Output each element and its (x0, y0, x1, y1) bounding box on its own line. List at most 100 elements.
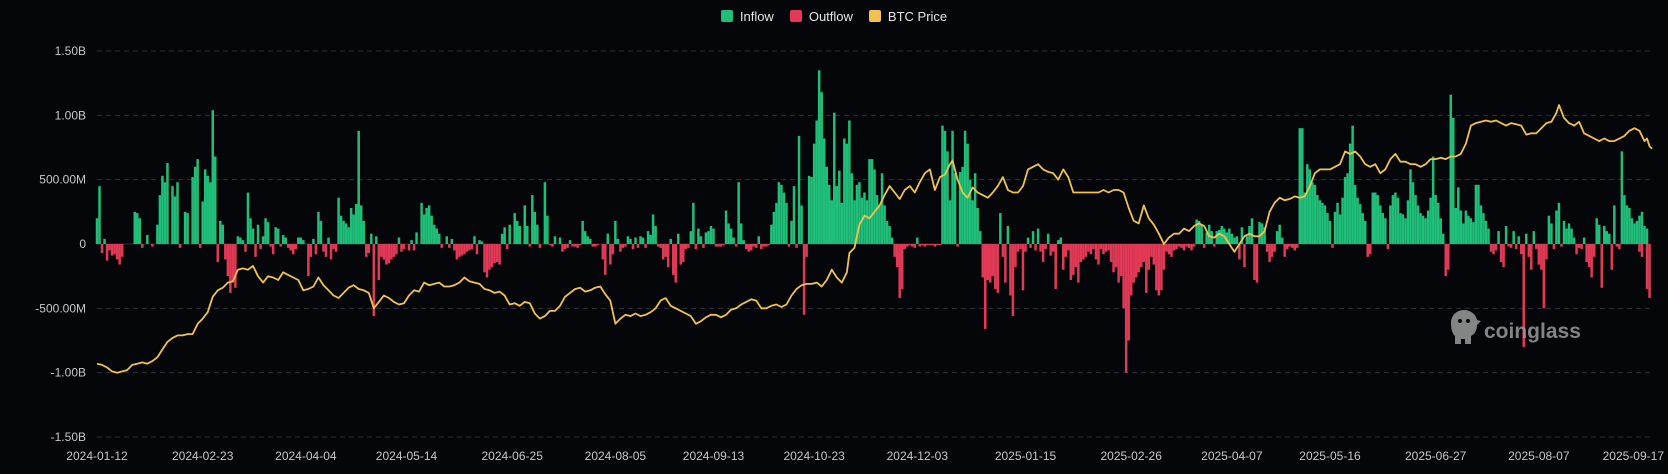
inflow-bar (709, 225, 713, 244)
inflow-bar (344, 223, 348, 244)
outflow-bar (377, 244, 381, 281)
outflow-bar (387, 244, 391, 264)
inflow-bar (1436, 202, 1440, 244)
legend-label-outflow: Outflow (808, 8, 853, 24)
outflow-bar (322, 244, 325, 252)
inflow-bar (639, 236, 642, 244)
inflow-bar (1603, 225, 1606, 244)
inflow-bar (1358, 204, 1362, 244)
inflow-bar (1572, 237, 1576, 244)
outflow-bar (551, 244, 554, 247)
inflow-bar (782, 192, 786, 244)
inflow-bar (354, 204, 358, 244)
inflow-bar (1346, 173, 1349, 244)
inflow-bar (1633, 223, 1636, 244)
outflow-bar (113, 244, 116, 255)
outflow-bar (458, 244, 461, 257)
legend-label-btc-price: BTC Price (887, 8, 948, 24)
outflow-bar (795, 244, 798, 248)
outflow-bar (913, 244, 917, 248)
outflow-bar (224, 244, 227, 260)
inflow-bar (558, 237, 562, 244)
outflow-bar (1134, 244, 1138, 278)
inflow-bar (1374, 192, 1377, 244)
outflow-bar (938, 244, 942, 246)
inflow-bar (827, 184, 831, 244)
outflow-bar (1514, 244, 1518, 250)
inflow-bar (1409, 169, 1412, 244)
outflow-bar (593, 244, 597, 247)
inflow-bar (410, 240, 413, 244)
outflow-bar (682, 244, 685, 263)
outflow-bar (1366, 244, 1369, 257)
inflow-bar (370, 233, 373, 244)
inflow-bar (1348, 143, 1352, 244)
inflow-bar (1391, 195, 1395, 244)
inflow-bar (732, 237, 735, 244)
inflow-bar (1487, 228, 1490, 244)
outflow-bar (1507, 244, 1510, 247)
outflow-bar (1077, 244, 1080, 283)
inflow-bar (1517, 236, 1520, 244)
outflow-bar (679, 244, 683, 265)
legend-item-outflow[interactable]: Outflow (789, 8, 853, 24)
outflow-swatch-icon (789, 10, 802, 22)
outflow-bar (448, 244, 451, 248)
inflow-bar (299, 237, 303, 244)
inflow-bar (337, 197, 340, 244)
outflow-bar (1145, 244, 1148, 293)
x-tick-label: 2025-08-07 (1508, 449, 1570, 463)
inflow-bar (822, 138, 826, 244)
outflow-bar (1014, 244, 1017, 268)
outflow-bar (1129, 244, 1133, 296)
inflow-bar (968, 179, 972, 244)
inflow-bar (1555, 210, 1558, 244)
outflow-bar (498, 244, 501, 265)
outflow-bar (624, 244, 627, 247)
outflow-bar (392, 244, 396, 257)
inflow-bar (850, 173, 854, 244)
outflow-bar (1147, 244, 1151, 270)
inflow-bar (1597, 224, 1601, 244)
outflow-bar (684, 244, 688, 250)
outflow-bar (911, 244, 914, 247)
outflow-bar (1522, 244, 1525, 347)
inflow-bar (1381, 213, 1385, 244)
outflow-bar (767, 244, 771, 246)
inflow-bar (1384, 218, 1387, 244)
inflow-bar (838, 170, 841, 244)
inflow-bar (963, 130, 967, 244)
inflow-bar (1343, 177, 1347, 244)
inflow-bar (1454, 207, 1458, 244)
outflow-bar (1132, 244, 1135, 283)
inflow-bar (845, 143, 849, 244)
outflow-bar (495, 244, 499, 263)
legend-item-btc-price[interactable]: BTC Price (868, 8, 948, 24)
outflow-bar (1140, 244, 1143, 268)
outflow-bar (1082, 244, 1085, 260)
inflow-bar (1623, 195, 1626, 244)
outflow-bar (1255, 244, 1259, 283)
outflow-bar (755, 244, 758, 248)
inflow-bar (677, 233, 680, 244)
outflow-bar (994, 244, 997, 290)
inflow-bar (855, 184, 859, 244)
inflow-bar (704, 232, 708, 244)
outflow-bar (463, 244, 466, 255)
inflow-bar (327, 237, 330, 244)
outflow-bar (765, 244, 768, 247)
outflow-bar (1509, 244, 1513, 248)
outflow-bar (226, 244, 230, 277)
outflow-bar (468, 244, 471, 251)
inflow-bar (649, 234, 652, 244)
legend-item-inflow[interactable]: Inflow (720, 9, 774, 24)
inflow-bar (1225, 232, 1229, 244)
outflow-bar (1238, 244, 1241, 260)
inflow-bar (1416, 205, 1420, 244)
outflow-bar (390, 244, 393, 260)
inflow-bar (156, 224, 159, 244)
outflow-bar (259, 244, 262, 250)
inflow-bar (916, 237, 919, 244)
outflow-bar (460, 244, 464, 256)
